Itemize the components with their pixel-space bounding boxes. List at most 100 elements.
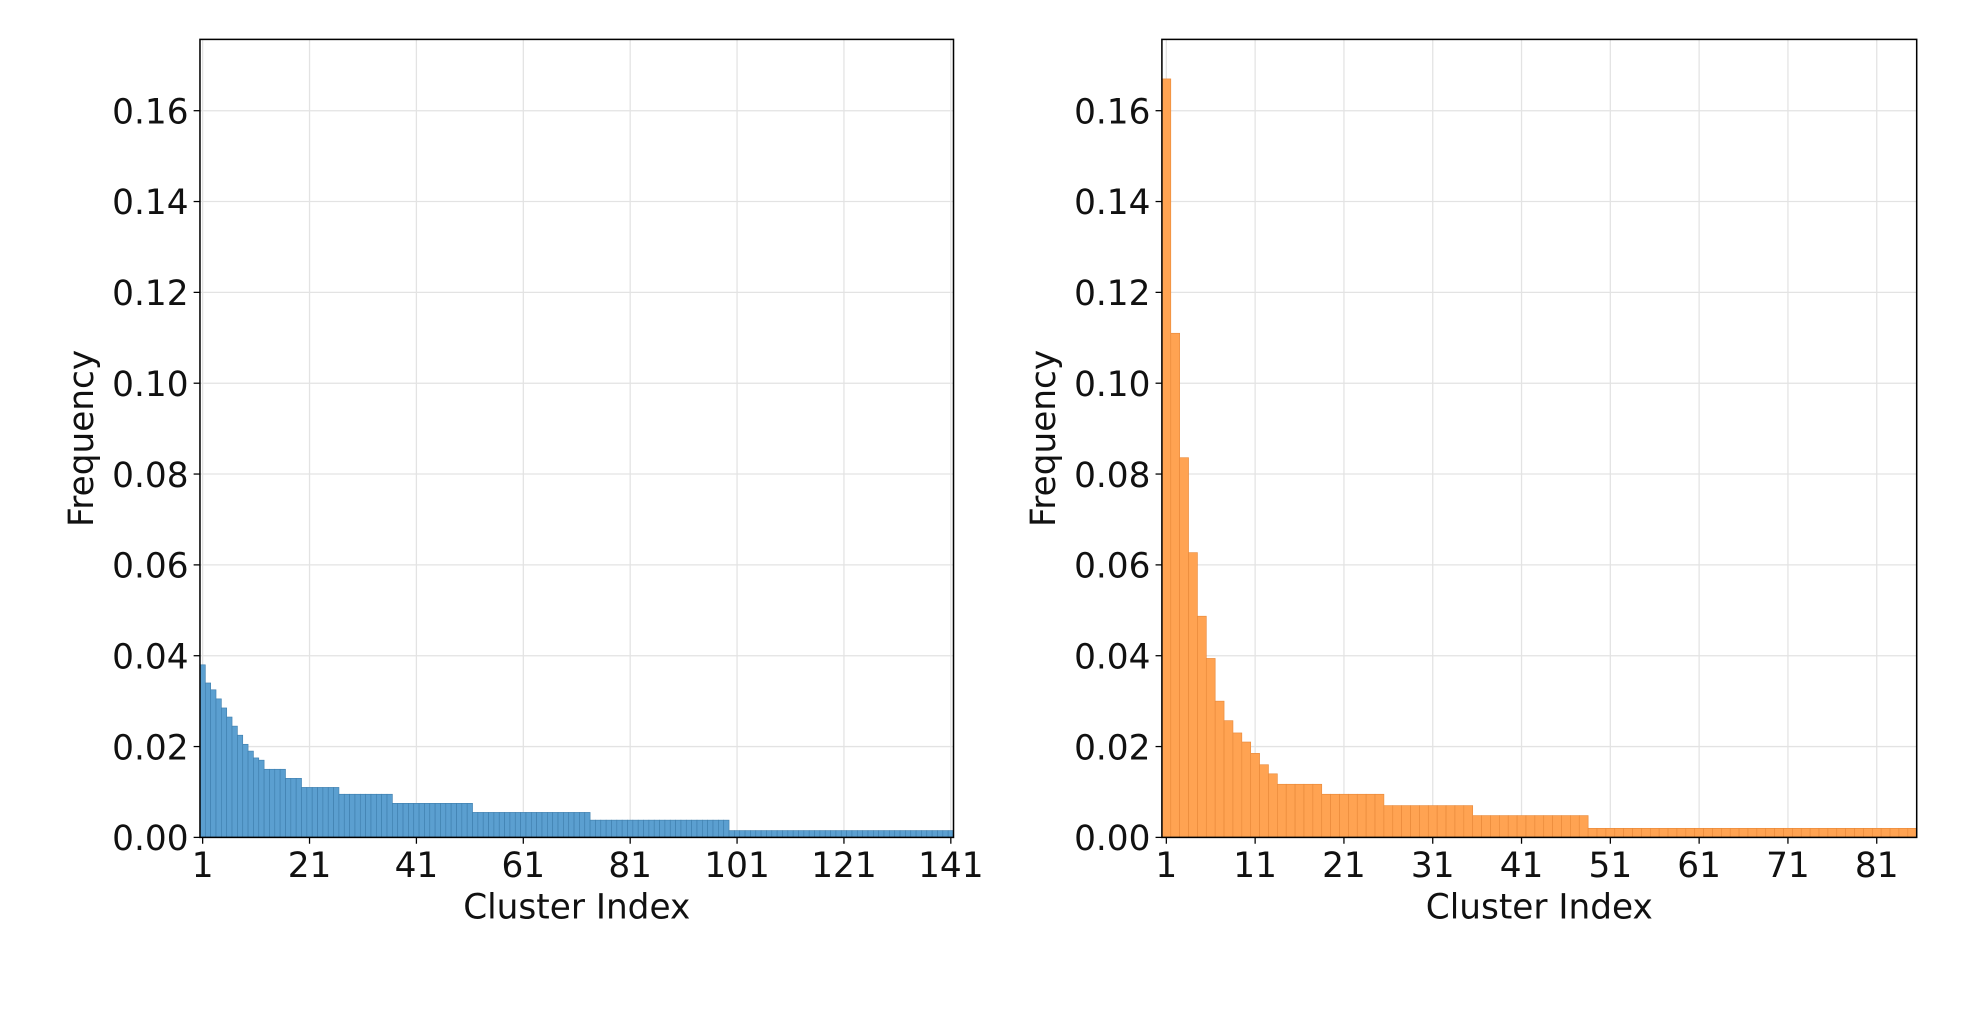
bar: [1534, 815, 1545, 838]
y-tick-label: 0.04: [112, 637, 188, 677]
bar: [1303, 783, 1314, 838]
bar: [1525, 815, 1536, 838]
bar: [1392, 805, 1402, 838]
bar: [648, 819, 655, 838]
bar: [338, 793, 345, 838]
bar: [434, 803, 441, 838]
bar: [514, 812, 521, 838]
y-tick-label: 0.14: [1074, 183, 1150, 223]
bar: [659, 819, 666, 838]
bar: [1587, 827, 1598, 838]
x-tick-label: 81: [608, 846, 652, 886]
bar: [1401, 805, 1411, 838]
bar: [477, 812, 484, 838]
bar: [803, 830, 810, 838]
bar: [1365, 793, 1376, 838]
bar: [215, 698, 222, 838]
bar: [253, 757, 260, 838]
bar: [707, 819, 714, 838]
bar: [579, 812, 586, 838]
bar: [750, 830, 757, 838]
x-tick-label: 21: [1322, 846, 1366, 886]
bar: [1472, 815, 1482, 838]
bar: [242, 743, 249, 838]
bar: [1863, 827, 1873, 838]
bar: [210, 689, 217, 838]
bar: [910, 830, 917, 838]
bar: [664, 819, 671, 838]
bar: [1161, 78, 1172, 838]
x-tick-label: 71: [1766, 846, 1810, 886]
bar: [792, 830, 799, 838]
bar: [450, 803, 457, 838]
bar: [563, 812, 570, 838]
y-tick-label: 0.06: [112, 547, 188, 587]
bar: [1339, 793, 1349, 838]
y-tick-label: 0.00: [1074, 819, 1150, 859]
bar: [1383, 805, 1394, 838]
bar: [488, 812, 495, 838]
y-tick-label: 0.06: [1074, 547, 1150, 587]
bar: [413, 803, 420, 838]
bar: [1205, 658, 1216, 838]
bar: [472, 812, 479, 838]
bar: [937, 830, 944, 838]
bar: [680, 819, 687, 838]
bar: [1871, 827, 1882, 838]
y-tick-label: 0.14: [112, 183, 188, 223]
bar: [573, 812, 580, 838]
x-tick-label: 31: [1411, 846, 1455, 886]
bar: [718, 819, 725, 838]
bar: [771, 830, 778, 838]
bar: [696, 819, 703, 838]
bar: [755, 830, 762, 838]
bar: [525, 812, 532, 838]
x-tick-label: 11: [1233, 846, 1277, 886]
bar: [851, 830, 858, 838]
bar: [1623, 827, 1633, 838]
x-tick-label: 61: [501, 846, 545, 886]
bar: [787, 830, 794, 838]
bar: [1578, 815, 1589, 838]
bar: [552, 812, 559, 838]
bar: [354, 793, 361, 838]
bar: [926, 830, 933, 838]
bar: [349, 793, 356, 838]
bar: [343, 793, 350, 838]
bar: [862, 830, 869, 838]
bar: [947, 830, 954, 838]
bar: [221, 707, 228, 838]
bar: [1427, 805, 1438, 838]
bar: [1348, 793, 1358, 838]
bar: [669, 819, 676, 838]
bar: [1241, 741, 1252, 838]
bar: [931, 830, 938, 838]
bar: [1463, 805, 1474, 838]
bar: [915, 830, 922, 838]
bar: [691, 819, 698, 838]
bar: [766, 830, 773, 838]
bar: [1197, 615, 1207, 838]
y-tick-label: 0.16: [1074, 92, 1150, 132]
bar: [856, 830, 863, 838]
bar: [1703, 827, 1713, 838]
plot-frame: [1161, 38, 1918, 839]
bar: [1410, 805, 1420, 838]
bar: [456, 803, 463, 838]
x-tick-label: 1: [1155, 846, 1177, 886]
bar: [1676, 827, 1687, 838]
bar: [199, 664, 206, 838]
bar: [808, 830, 815, 838]
bar: [381, 793, 388, 838]
bar: [905, 830, 912, 838]
bar: [263, 768, 270, 838]
bar: [301, 787, 308, 838]
bar: [1880, 827, 1891, 838]
bar: [835, 830, 842, 838]
bar: [1543, 815, 1553, 838]
bar: [1277, 783, 1287, 838]
bar: [269, 768, 276, 838]
bar: [1729, 827, 1740, 838]
bar: [306, 787, 313, 838]
